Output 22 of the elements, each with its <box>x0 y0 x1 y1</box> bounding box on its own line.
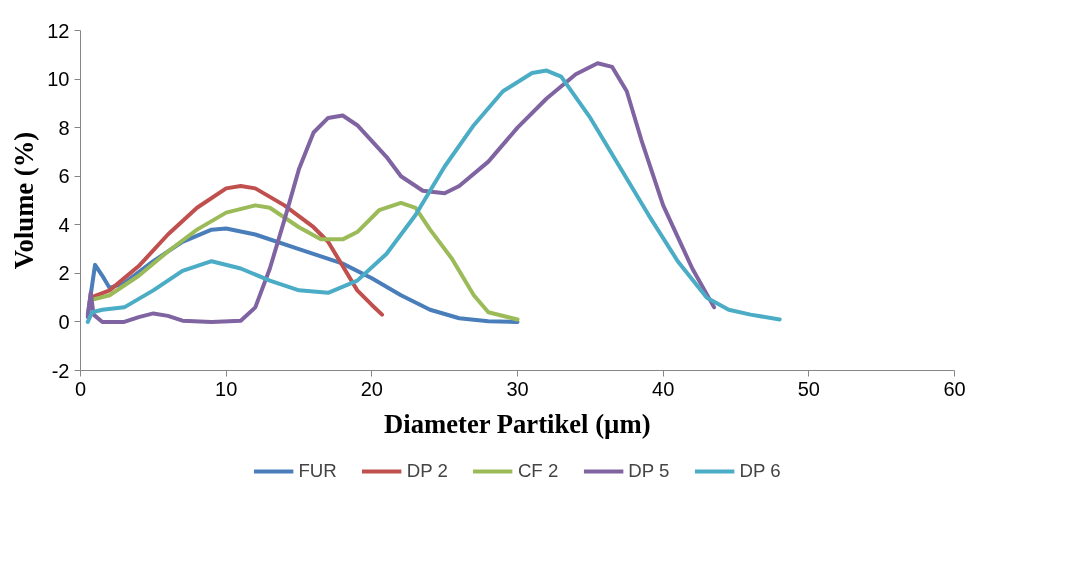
x-tick-label: 0 <box>74 377 87 400</box>
x-axis-title: Diameter Partikel (µm) <box>384 408 651 439</box>
legend-label: DP 5 <box>628 460 670 482</box>
y-tick-label: 12 <box>47 19 70 42</box>
x-tick-label: 50 <box>797 377 820 400</box>
y-axis-title: Volume (%) <box>9 131 40 270</box>
y-tick-label: 10 <box>47 68 70 91</box>
legend-label: CF 2 <box>517 460 559 482</box>
y-tick-label: 2 <box>58 262 70 285</box>
legend-label: DP 6 <box>739 460 781 482</box>
y-tick-label: 0 <box>58 310 70 333</box>
y-tick-label: 4 <box>58 213 70 236</box>
x-tick-label: 60 <box>943 377 966 400</box>
legend-label: FUR <box>298 460 337 482</box>
legend-label: DP 2 <box>406 460 448 482</box>
y-tick-label: 8 <box>58 116 70 139</box>
x-tick-label: 30 <box>506 377 529 400</box>
x-tick-label: 40 <box>652 377 675 400</box>
y-tick-label: 6 <box>58 165 70 188</box>
x-tick-label: 20 <box>360 377 383 400</box>
y-tick-label: -2 <box>51 359 70 382</box>
x-tick-label: 10 <box>215 377 238 400</box>
